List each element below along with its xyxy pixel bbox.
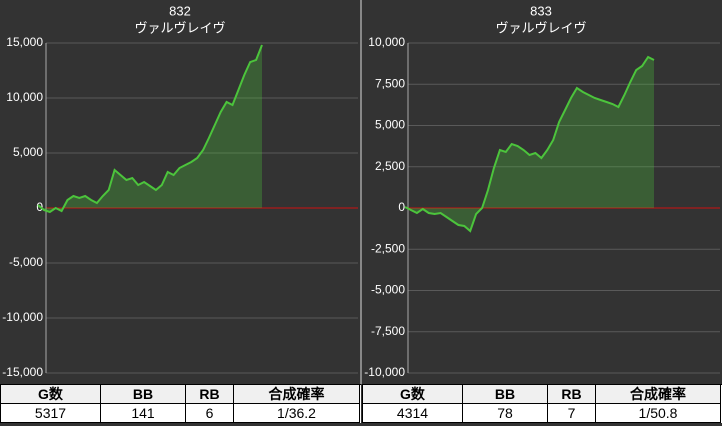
y-tick-label: -7,500 bbox=[371, 324, 405, 338]
chart-title: 832 bbox=[169, 3, 191, 18]
chart-title: 833 bbox=[530, 3, 552, 18]
y-tick-label: 5,000 bbox=[375, 118, 405, 132]
y-tick-label: 7,500 bbox=[375, 76, 405, 90]
y-tick-label: -5,000 bbox=[371, 283, 405, 297]
cell: 4314 bbox=[363, 404, 463, 423]
y-tick-label: -15,000 bbox=[2, 365, 43, 379]
cell: 78 bbox=[463, 404, 548, 423]
area bbox=[405, 57, 654, 231]
header-cell: BB bbox=[101, 385, 186, 404]
charts: 832 ヴァルヴレイヴ 15,000 10,000 5,000 0 -5,000 -10,00… bbox=[2, 0, 720, 384]
area bbox=[38, 45, 262, 212]
y-tick-label: 10,000 bbox=[368, 35, 405, 49]
cell: 1/50.8 bbox=[596, 404, 721, 423]
chart-subtitle: ヴァルヴレイヴ bbox=[495, 20, 586, 35]
header-cell: RB bbox=[548, 385, 596, 404]
stats-table: G数 BB RB 合成確率 5317 141 6 1/36.2 bbox=[0, 384, 361, 423]
header-cell: 合成確率 bbox=[596, 385, 721, 404]
panel-divider bbox=[360, 0, 362, 384]
header-cell: 合成確率 bbox=[234, 385, 360, 404]
y-tick-label: -10,000 bbox=[2, 310, 43, 324]
y-tick-label: -2,500 bbox=[371, 241, 405, 255]
header-cell: BB bbox=[463, 385, 548, 404]
chart-subtitle: ヴァルヴレイヴ bbox=[134, 20, 225, 35]
y-tick-label: 0 bbox=[398, 200, 405, 214]
header-cell: G数 bbox=[1, 385, 101, 404]
y-tick-label: -5,000 bbox=[9, 255, 43, 269]
cell: 5317 bbox=[1, 404, 101, 423]
y-tick-label: 5,000 bbox=[13, 145, 43, 159]
y-tick-label: 2,500 bbox=[375, 159, 405, 173]
cell: 1/36.2 bbox=[234, 404, 360, 423]
stats-table: G数 BB RB 合成確率 4314 78 7 1/50.8 bbox=[362, 384, 722, 423]
cell: 141 bbox=[101, 404, 186, 423]
y-tick-label: 10,000 bbox=[6, 90, 43, 104]
line bbox=[404, 55, 655, 233]
header-cell: RB bbox=[186, 385, 234, 404]
cell: 6 bbox=[186, 404, 234, 423]
y-tick-label: -10,000 bbox=[364, 365, 405, 379]
cell: 7 bbox=[548, 404, 596, 423]
line bbox=[37, 44, 263, 214]
header-cell: G数 bbox=[363, 385, 463, 404]
y-tick-label: 15,000 bbox=[6, 35, 43, 49]
